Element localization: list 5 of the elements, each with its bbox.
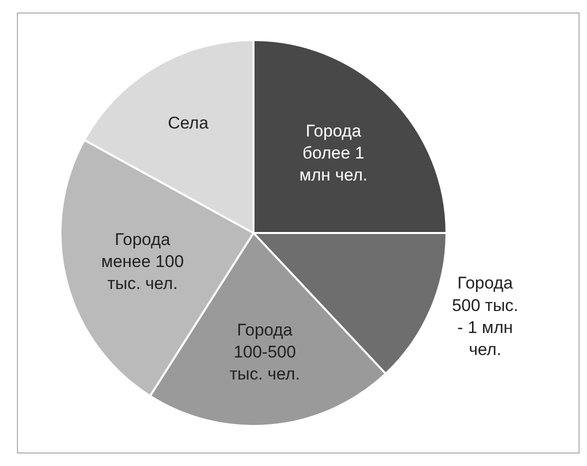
slice-label: Города менее 100 тыс. чел. (101, 230, 184, 294)
slice-label: Города более 1 млн чел. (299, 121, 368, 185)
slice-label: Города 100-500 тыс. чел. (230, 320, 300, 384)
slice-label: Села (168, 113, 209, 132)
slice-label: Города 500 тыс. - 1 млн чел. (452, 274, 518, 360)
